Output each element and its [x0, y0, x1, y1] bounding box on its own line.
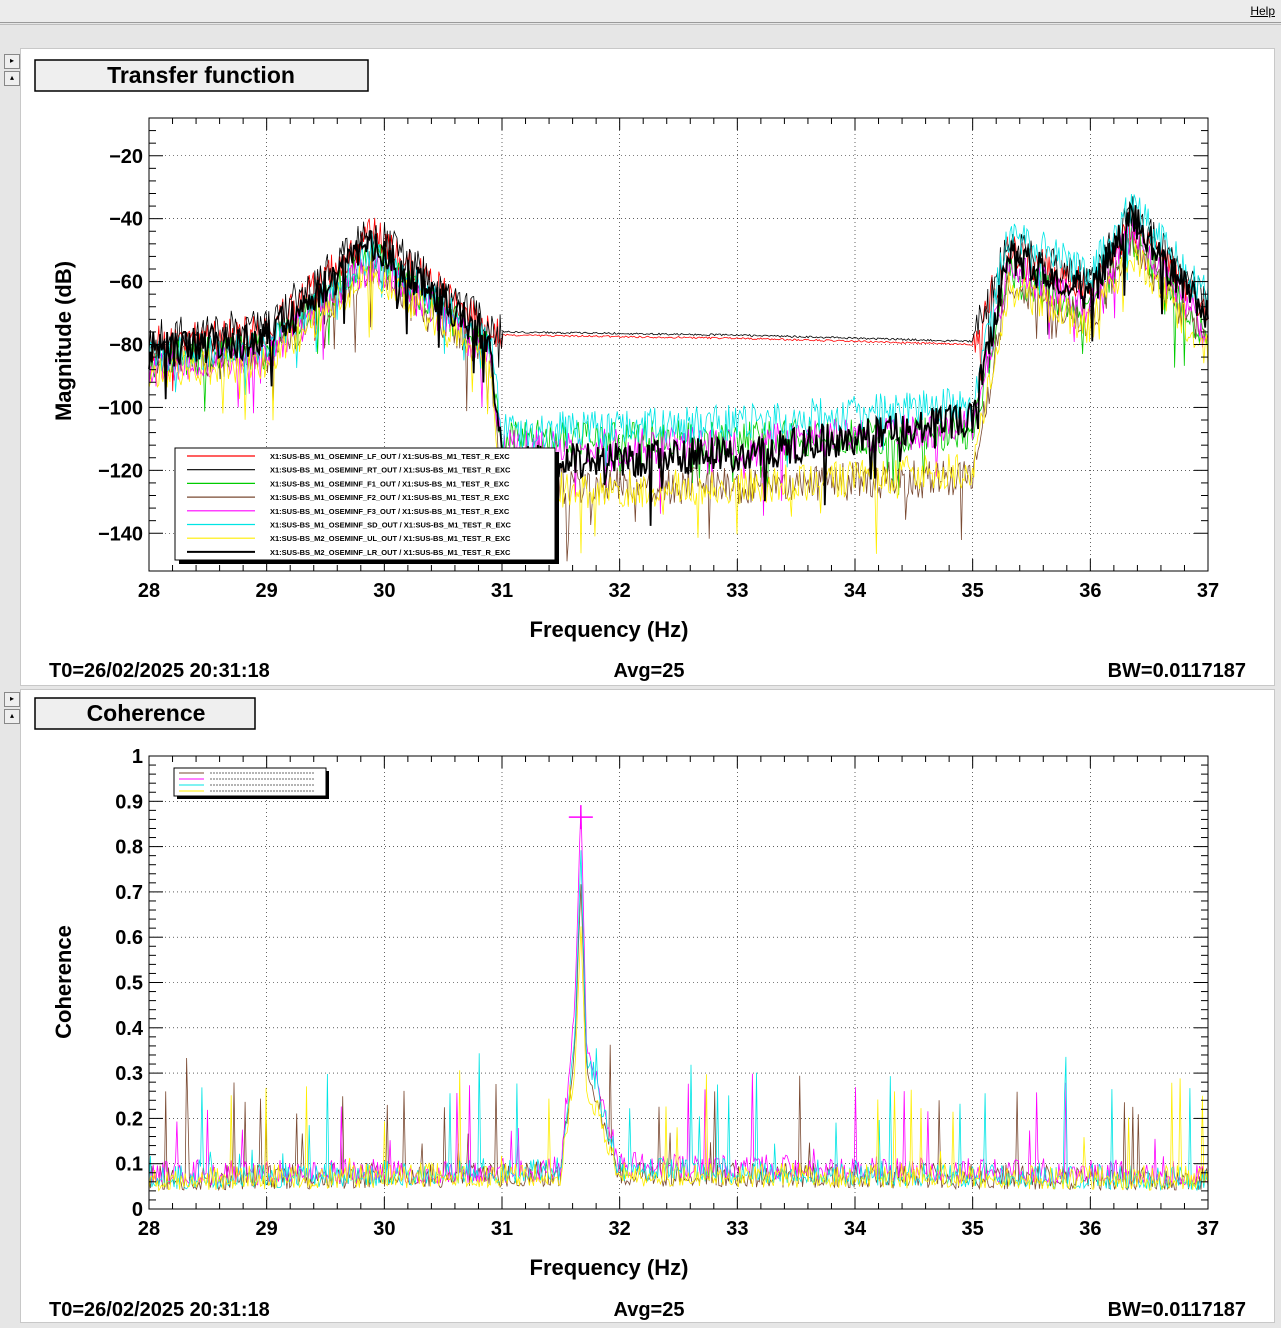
y-tick-label: 0.4	[115, 1018, 144, 1040]
legend-entry: X1:SUS-BS_M1_OSEMINF_SD_OUT / X1:SUS-BS_…	[270, 521, 511, 530]
x-tick-label: 32	[609, 1218, 631, 1240]
expand-right-icon-2[interactable]: ▸	[4, 692, 20, 707]
x-tick-label: 36	[1079, 580, 1101, 602]
x-tick-label: 34	[844, 1218, 867, 1240]
series-line-7	[148, 243, 1209, 554]
y-tick-label: 0.3	[115, 1063, 143, 1085]
plot-frame	[148, 117, 1209, 572]
panel-title: Coherence	[87, 700, 206, 726]
series-line-4	[148, 231, 1209, 562]
t0-label: T0=26/02/2025 20:31:18	[49, 1299, 270, 1321]
legend-entry: X1:SUS-BS_M1_OSEMINF_F1_OUT / X1:SUS-BS_…	[270, 479, 510, 488]
legend-entry: X1:SUS-BS_M1_OSEMINF_F3_OUT / X1:SUS-BS_…	[270, 507, 510, 516]
x-tick-label: 37	[1197, 580, 1219, 602]
plot-frame	[148, 755, 1209, 1210]
bw-label: BW=0.0117187	[1108, 1299, 1246, 1321]
legend-entry: X1:SUS-BS_M1_OSEMINF_F2_OUT / X1:SUS-BS_…	[270, 493, 510, 502]
y-tick-label: −40	[109, 209, 143, 231]
x-tick-label: 32	[609, 580, 631, 602]
y-tick-label: −100	[98, 397, 143, 419]
toolbar-strip	[0, 24, 1281, 47]
help-menu[interactable]: Help	[1250, 4, 1275, 18]
transfer-function-chart: Transfer function 28 29 30 31 32 33 34 35 36 37 −2…	[34, 59, 1246, 682]
x-tick-label: 30	[373, 1218, 395, 1240]
y-tick-label: 0.8	[115, 837, 143, 859]
y-tick-label: 0	[132, 1199, 143, 1221]
y-tick-label: 1	[132, 746, 143, 768]
y-tick-label: 0.1	[115, 1154, 143, 1176]
y-tick-label: −20	[109, 146, 143, 168]
collapse-up-icon[interactable]: ▴	[4, 71, 20, 86]
menu-bar: Help	[0, 0, 1281, 23]
y-tick-label: 0.6	[115, 927, 143, 949]
legend-entry: X1:SUS-BS_M2_OSEMINF_LR_OUT / X1:SUS-BS_…	[270, 548, 511, 557]
x-tick-label: 37	[1197, 1218, 1219, 1240]
x-axis-label: Frequency (Hz)	[530, 1255, 689, 1280]
x-tick-label: 33	[726, 580, 748, 602]
x-tick-label: 29	[256, 1218, 278, 1240]
collapse-up-icon-2[interactable]: ▴	[4, 709, 20, 724]
x-axis-label: Frequency (Hz)	[530, 617, 689, 642]
legend-entry: X1:SUS-BS_M2_OSEMINF_UL_OUT / X1:SUS-BS_…	[270, 534, 511, 543]
y-tick-label: −140	[98, 523, 143, 545]
expand-right-icon[interactable]: ▸	[4, 54, 20, 69]
legend-entry: X1:SUS-BS_M1_OSEMINF_LF_OUT / X1:SUS-BS_…	[270, 452, 510, 461]
y-axis-label: Coherence	[51, 925, 76, 1039]
title-box	[34, 697, 256, 730]
y-tick-label: 0.7	[115, 882, 143, 904]
series-line-8	[148, 200, 1209, 526]
x-tick-label: 31	[491, 580, 513, 602]
transfer-function-panel: Transfer function 28 29 30 31 32 33 34 35 36 37 −2…	[20, 48, 1275, 686]
x-tick-label: 28	[138, 1218, 160, 1240]
coherence-chart: Coherence 28 29 30 31 32 33 34 35 36 37 0 0.1 0.2 0.3…	[34, 697, 1246, 1321]
x-tick-label: 31	[491, 1218, 513, 1240]
y-tick-label: −120	[98, 460, 143, 482]
coherence-panel: Coherence 28 29 30 31 32 33 34 35 36 37 0 0.1 0.2 0.3…	[20, 689, 1275, 1323]
y-tick-label: 0.5	[115, 973, 143, 995]
x-tick-label: 35	[962, 580, 984, 602]
x-tick-label: 35	[962, 1218, 984, 1240]
y-tick-label: 0.9	[115, 791, 143, 813]
series-line-4	[148, 926, 1209, 1192]
x-tick-label: 36	[1079, 1218, 1101, 1240]
legend	[173, 767, 327, 797]
y-tick-label: −60	[109, 272, 143, 294]
y-tick-label: 0.2	[115, 1108, 143, 1130]
avg-label: Avg=25	[614, 1299, 685, 1321]
x-tick-label: 29	[256, 580, 278, 602]
title-box	[34, 59, 369, 92]
x-tick-label: 28	[138, 580, 160, 602]
legend-entry: X1:SUS-BS_M1_OSEMINF_RT_OUT / X1:SUS-BS_…	[270, 466, 511, 475]
t0-label: T0=26/02/2025 20:31:18	[49, 660, 270, 682]
avg-label: Avg=25	[614, 660, 685, 682]
legend	[174, 447, 556, 561]
panel-title: Transfer function	[107, 62, 295, 88]
bw-label: BW=0.0117187	[1108, 660, 1246, 682]
x-tick-label: 33	[726, 1218, 748, 1240]
x-tick-label: 30	[373, 580, 395, 602]
x-tick-label: 34	[844, 580, 867, 602]
y-axis-label: Magnitude (dB)	[51, 261, 76, 421]
y-tick-label: −80	[109, 335, 143, 357]
